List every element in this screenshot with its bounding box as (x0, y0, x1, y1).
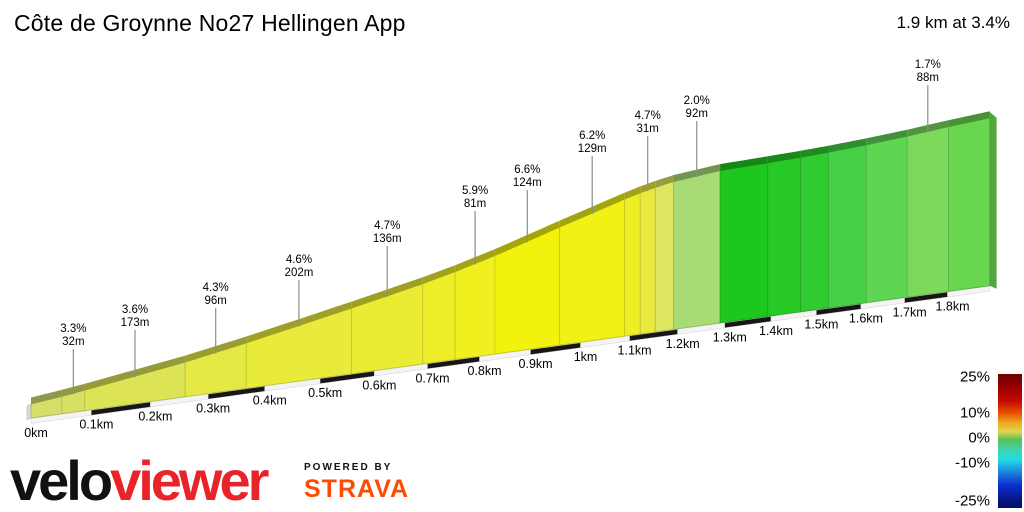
profile-segment-top-band (767, 150, 801, 164)
segment-labels: 3.3%32m3.6%173m4.3%96m4.6%202m4.7%136m5.… (60, 59, 941, 395)
legend-tick-label: -10% (954, 454, 990, 472)
profile-segment (422, 271, 456, 365)
profile-segment (948, 117, 990, 292)
legend-colorbar (998, 374, 1022, 508)
profile-segment (654, 181, 674, 333)
segment-length-label: 32m (62, 336, 84, 348)
segment-length-label: 173m (121, 317, 150, 329)
segment-gradient-label: 6.6% (514, 164, 540, 176)
distance-tick-label: 0.5km (308, 386, 342, 400)
veloviewer-logo-viewer: viewer (110, 449, 269, 512)
segment-length-label: 31m (637, 123, 659, 135)
profile-segment-top-band (866, 129, 908, 146)
veloviewer-logo: veloviewer (10, 453, 269, 509)
profile-segment (800, 151, 829, 313)
distance-ruler-dash (947, 285, 990, 298)
distance-tick-label: 0km (24, 426, 48, 440)
distance-tick-label: 1km (574, 350, 598, 364)
strava-attribution: POWERED BY STRAVA (304, 462, 409, 504)
profile-segment (906, 126, 949, 298)
profile-ribbon (26, 111, 997, 421)
gradient-legend: 25% 10% 0% -10% -25% (930, 368, 1022, 512)
segment-gradient-label: 1.7% (915, 59, 941, 71)
profile-segment-top-band (624, 186, 641, 200)
profile-segment (828, 144, 867, 309)
segment-length-label: 81m (464, 198, 486, 210)
distance-tick-label: 0.7km (415, 371, 449, 385)
profile-segment (351, 283, 424, 375)
profile-right-cap (989, 111, 997, 289)
legend-tick-label: -25% (954, 492, 990, 510)
segment-length-label: 136m (373, 233, 402, 245)
profile-segment (454, 255, 496, 360)
profile-segment-top-band (948, 111, 990, 127)
distance-tick-label: 1.8km (936, 300, 970, 314)
profile-segment (639, 187, 656, 335)
distance-tick-label: 0.2km (138, 410, 172, 424)
page-title: Côte de Groynne No27 Hellingen App (14, 10, 406, 36)
powered-by-label: POWERED BY (304, 462, 393, 473)
distance-tick-label: 0.9km (519, 357, 553, 371)
distance-tick-label: 0.3km (196, 402, 230, 416)
segment-gradient-label: 2.0% (684, 95, 710, 107)
veloviewer-logo-velo: velo (10, 449, 113, 512)
profile-segment (767, 156, 801, 317)
profile-left-cap (26, 403, 32, 421)
climb-summary: 1.9 km at 3.4% (896, 13, 1010, 32)
segment-gradient-label: 4.3% (203, 282, 229, 294)
legend-tick-label: 10% (959, 404, 990, 422)
profile-segment-top-band (655, 175, 674, 188)
distance-axis: 0km 0.1km 0.2km 0.3km 0.4km 0.5km 0.6km 0.7km 0.… (24, 285, 990, 440)
segment-gradient-label: 6.2% (579, 130, 605, 142)
profile-segment (673, 170, 721, 330)
distance-tick-label: 0.6km (362, 379, 396, 393)
segment-length-label: 124m (513, 177, 542, 189)
legend-tick-label: 0% (968, 429, 990, 447)
distance-tick-label: 1.6km (849, 311, 883, 325)
segment-gradient-label: 5.9% (462, 185, 488, 197)
profile-segment (624, 192, 641, 337)
profile-segment-top-band (828, 138, 867, 153)
segment-gradient-label: 4.7% (374, 220, 400, 232)
segment-length-label: 202m (285, 267, 314, 279)
profile-segment-top-band (720, 156, 768, 171)
segment-length-label: 88m (917, 72, 939, 84)
profile-segment-top-band (422, 265, 456, 285)
segment-length-label: 129m (578, 143, 607, 155)
distance-tick-label: 0.4km (253, 394, 287, 408)
segment-gradient-label: 3.6% (122, 304, 148, 316)
profile-segment-top-band (31, 389, 62, 405)
profile-segment (719, 162, 769, 324)
distance-tick-label: 1.1km (618, 343, 652, 357)
distance-tick-label: 0.8km (468, 364, 502, 378)
legend-tick-label: 25% (959, 368, 990, 386)
profile-segment-top-band (800, 145, 829, 158)
segment-gradient-label: 4.6% (286, 254, 312, 266)
distance-tick-label: 1.7km (893, 305, 927, 319)
profile-segment (865, 135, 908, 304)
segment-gradient-label: 4.7% (635, 110, 661, 122)
segment-length-label: 96m (204, 295, 226, 307)
distance-tick-label: 1.2km (666, 337, 700, 351)
distance-tick-label: 1.4km (759, 324, 793, 338)
distance-tick-label: 1.3km (713, 330, 747, 344)
distance-tick-label: 0.1km (79, 418, 113, 432)
segment-length-label: 92m (686, 108, 708, 120)
distance-tick-label: 1.5km (804, 318, 838, 332)
segment-gradient-label: 3.3% (60, 323, 86, 335)
strava-logo: STRAVA (304, 475, 410, 503)
